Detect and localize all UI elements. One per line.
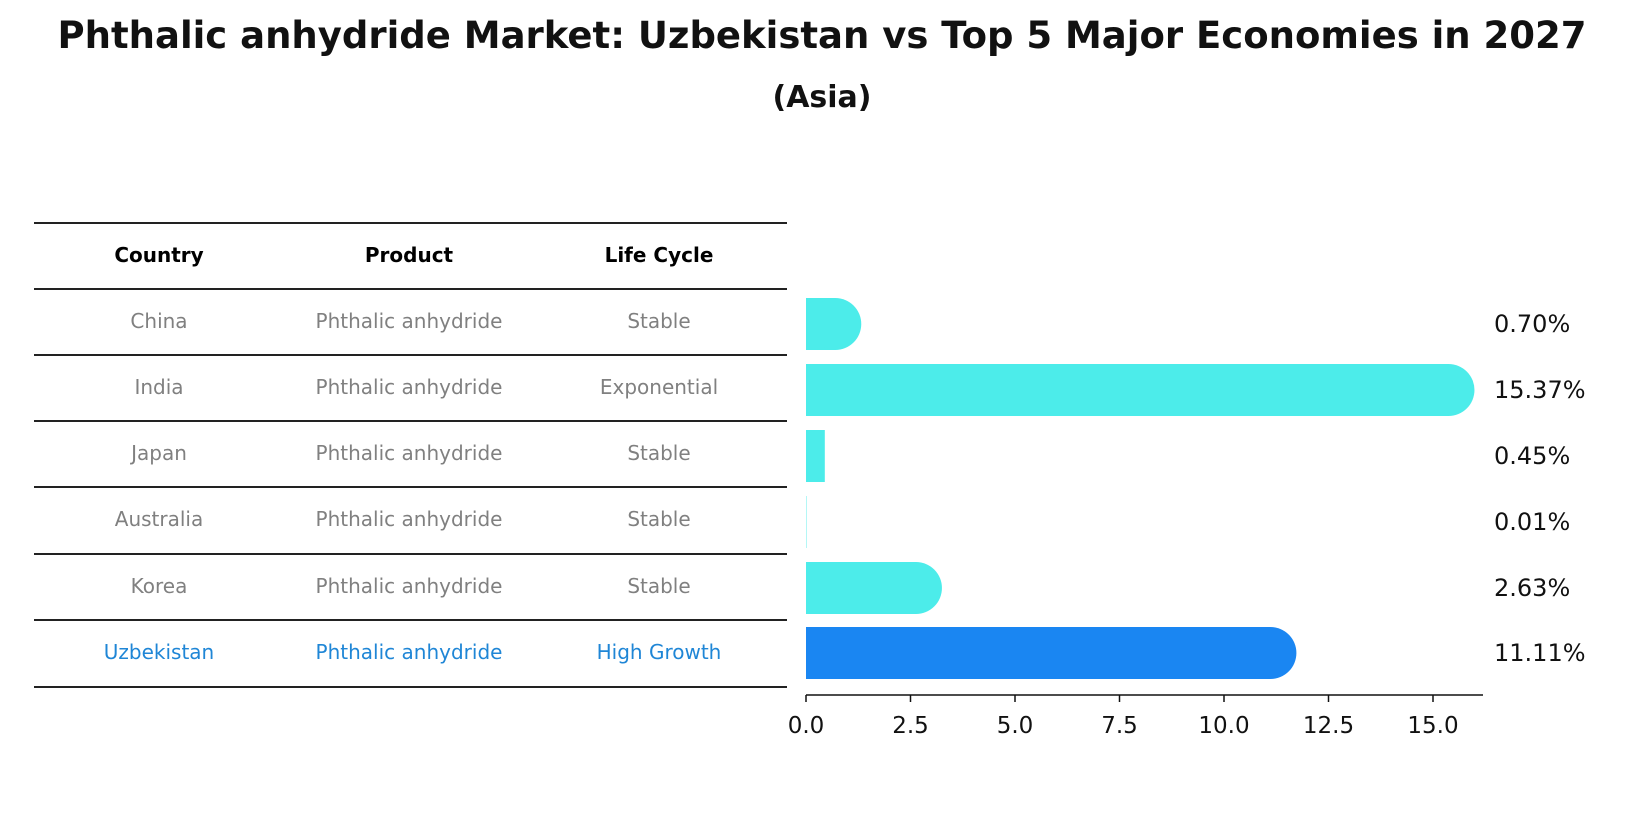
cell-life-cycle: Stable	[627, 309, 691, 333]
value-label: 0.70%	[1494, 310, 1570, 338]
value-label: 15.37%	[1494, 376, 1586, 404]
table-row-highlight: Uzbekistan Phthalic anhydride High Growt…	[34, 619, 787, 685]
x-tick-label: 10.0	[1198, 713, 1249, 739]
bar-japan	[806, 430, 825, 482]
bar-india	[806, 364, 1449, 416]
table-rule	[34, 288, 787, 290]
header-country: Country	[114, 243, 204, 267]
cell-life-cycle: Stable	[627, 507, 691, 531]
table-rule	[34, 222, 787, 224]
cell-product: Phthalic anhydride	[315, 309, 503, 333]
table-rule	[34, 553, 787, 555]
bar-uzbekistan	[806, 627, 1271, 679]
table-row: Australia Phthalic anhydride Stable	[34, 486, 787, 552]
cell-life-cycle: Stable	[627, 441, 691, 465]
table-header-row: Country Product Life Cycle	[34, 222, 787, 288]
chart-title: Phthalic anhydride Market: Uzbekistan vs…	[57, 14, 1587, 57]
x-tick-label: 7.5	[1101, 713, 1138, 739]
value-label: 0.45%	[1494, 442, 1570, 470]
cell-country: Australia	[114, 507, 204, 531]
cell-life-cycle: Stable	[627, 574, 691, 598]
cell-product: Phthalic anhydride	[315, 375, 503, 399]
bar-cap-korea	[889, 562, 942, 614]
table-row: India Phthalic anhydride Exponential	[34, 354, 787, 420]
bar-cap-china	[809, 298, 862, 350]
bar-cap-india	[1422, 364, 1475, 416]
header-life-cycle: Life Cycle	[604, 243, 714, 267]
table-rule	[34, 686, 787, 688]
cell-country: China	[130, 309, 188, 333]
table-rule	[34, 354, 787, 356]
cell-life-cycle: High Growth	[596, 640, 722, 664]
x-tick-label: 0.0	[788, 713, 825, 739]
table-row: China Phthalic anhydride Stable	[34, 288, 787, 354]
x-tick-label: 12.5	[1303, 713, 1354, 739]
cell-product: Phthalic anhydride	[315, 507, 503, 531]
x-tick-label: 5.0	[997, 713, 1034, 739]
cell-country: Korea	[130, 574, 188, 598]
header-product: Product	[364, 243, 454, 267]
table-rule	[34, 486, 787, 488]
table-rule	[34, 420, 787, 422]
value-label: 11.11%	[1494, 639, 1586, 667]
value-label: 2.63%	[1494, 574, 1570, 602]
cell-product: Phthalic anhydride	[315, 441, 503, 465]
chart-subtitle: (Asia)	[772, 80, 872, 115]
table-row: Japan Phthalic anhydride Stable	[34, 420, 787, 486]
cell-country: Japan	[131, 441, 187, 465]
cell-product: Phthalic anhydride	[315, 574, 503, 598]
bar-cap-uzbekistan	[1244, 627, 1297, 679]
cell-product: Phthalic anhydride	[315, 640, 503, 664]
x-tick-label: 15.0	[1407, 713, 1458, 739]
table-rule	[34, 619, 787, 621]
table-row: Korea Phthalic anhydride Stable	[34, 553, 787, 619]
cell-country: India	[134, 375, 184, 399]
cell-life-cycle: Exponential	[599, 375, 719, 399]
cell-country: Uzbekistan	[103, 640, 215, 664]
value-label: 0.01%	[1494, 508, 1570, 536]
x-tick-label: 2.5	[892, 713, 929, 739]
